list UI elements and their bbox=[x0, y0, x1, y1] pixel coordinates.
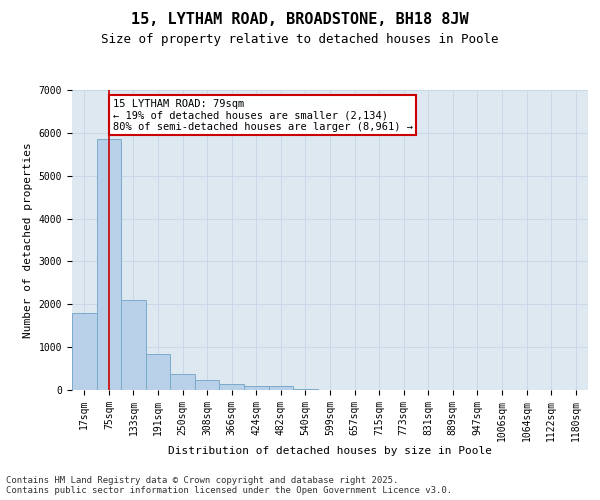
Bar bbox=[146, 354, 170, 390]
Y-axis label: Number of detached properties: Number of detached properties bbox=[23, 142, 33, 338]
Bar bbox=[97, 140, 121, 390]
Text: Contains HM Land Registry data © Crown copyright and database right 2025.
Contai: Contains HM Land Registry data © Crown c… bbox=[6, 476, 452, 495]
Bar bbox=[170, 374, 195, 390]
Bar bbox=[269, 386, 293, 390]
Text: Size of property relative to detached houses in Poole: Size of property relative to detached ho… bbox=[101, 32, 499, 46]
Bar bbox=[195, 380, 220, 390]
Bar bbox=[220, 384, 244, 390]
Bar bbox=[293, 388, 318, 390]
Bar bbox=[72, 313, 97, 390]
X-axis label: Distribution of detached houses by size in Poole: Distribution of detached houses by size … bbox=[168, 446, 492, 456]
Bar bbox=[244, 386, 269, 390]
Bar bbox=[121, 300, 146, 390]
Text: 15 LYTHAM ROAD: 79sqm
← 19% of detached houses are smaller (2,134)
80% of semi-d: 15 LYTHAM ROAD: 79sqm ← 19% of detached … bbox=[113, 98, 413, 132]
Text: 15, LYTHAM ROAD, BROADSTONE, BH18 8JW: 15, LYTHAM ROAD, BROADSTONE, BH18 8JW bbox=[131, 12, 469, 28]
